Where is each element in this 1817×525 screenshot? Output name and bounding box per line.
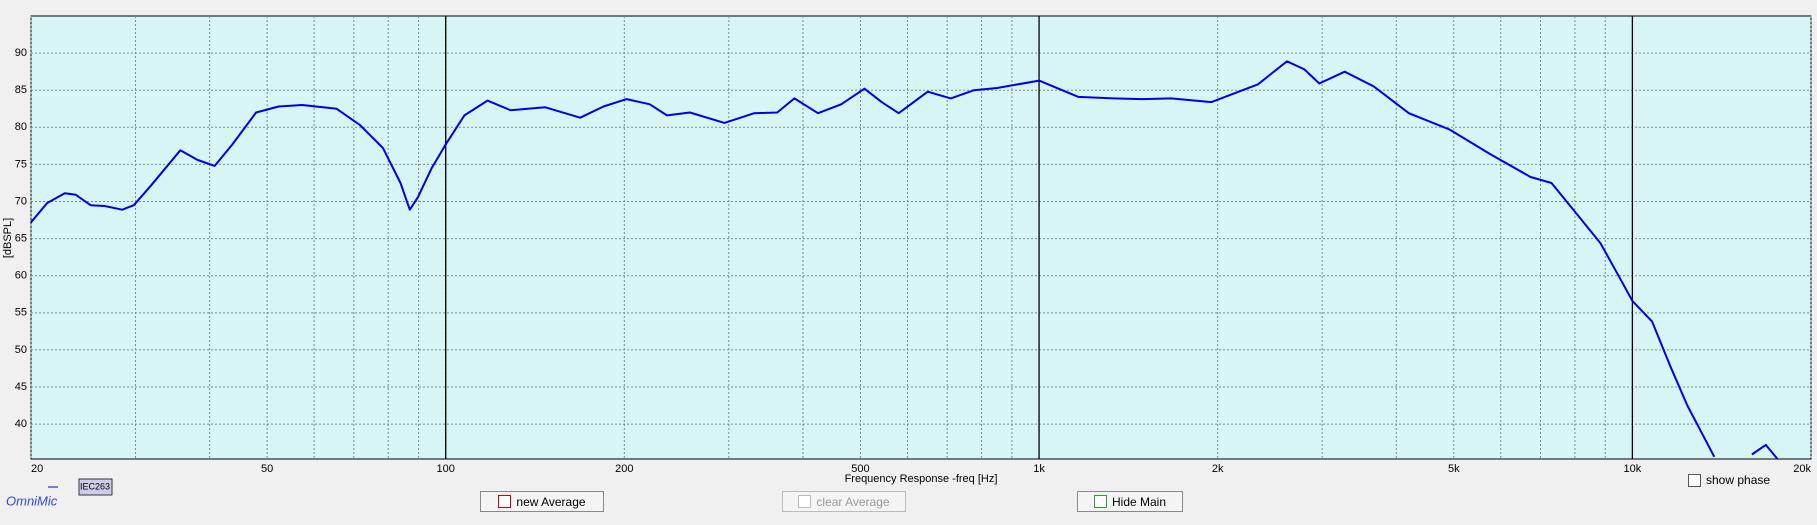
y-tick-label: 80 [15,121,27,133]
legend-label: IEC263 [80,481,110,491]
x-tick-label: 2k [1212,463,1224,475]
button[interactable]: new Average [480,491,604,512]
button-label: new Average [516,494,586,509]
x-tick-label: 20 [31,463,43,475]
y-tick-label: 75 [15,158,27,170]
y-axis-label: [dBSPL] [2,218,14,258]
x-tick-label: 20k [1793,463,1811,475]
legend-box [78,478,113,496]
button[interactable]: Hide Main [1077,491,1183,512]
y-tick-label: 50 [15,344,27,356]
y-tick-label: 45 [15,381,27,393]
button[interactable]: clear Average [782,491,906,512]
x-tick-label: 1k [1033,463,1045,475]
checkbox[interactable]: show phase [1688,473,1770,487]
icon [1093,495,1107,508]
y-tick-label: 60 [15,270,27,282]
plot-area [30,15,1812,460]
x-axis-label: Frequency Response -freq [Hz] [845,473,998,485]
icon [498,495,512,508]
y-tick-label: 70 [15,195,27,207]
button-label: clear Average [816,494,890,509]
series-line [30,60,1779,460]
checkbox-label: show phase [1706,473,1771,487]
button-label: Hide Main [1111,494,1167,509]
y-tick-label: 40 [15,418,27,430]
icon [798,495,812,508]
checkbox-box[interactable] [1688,473,1701,487]
x-tick-label: 500 [851,463,869,475]
y-tick-label: 85 [15,84,27,96]
x-tick-label: 5k [1448,463,1460,475]
x-tick-label: 200 [615,463,633,475]
x-tick-label: 10k [1624,463,1642,475]
x-tick-label: 50 [261,463,273,475]
brand: OmniMic [6,493,58,508]
y-tick-label: 90 [15,47,27,59]
y-tick-label: 55 [15,307,27,319]
x-tick-label: 100 [437,463,455,475]
y-tick-label: 65 [15,233,27,245]
